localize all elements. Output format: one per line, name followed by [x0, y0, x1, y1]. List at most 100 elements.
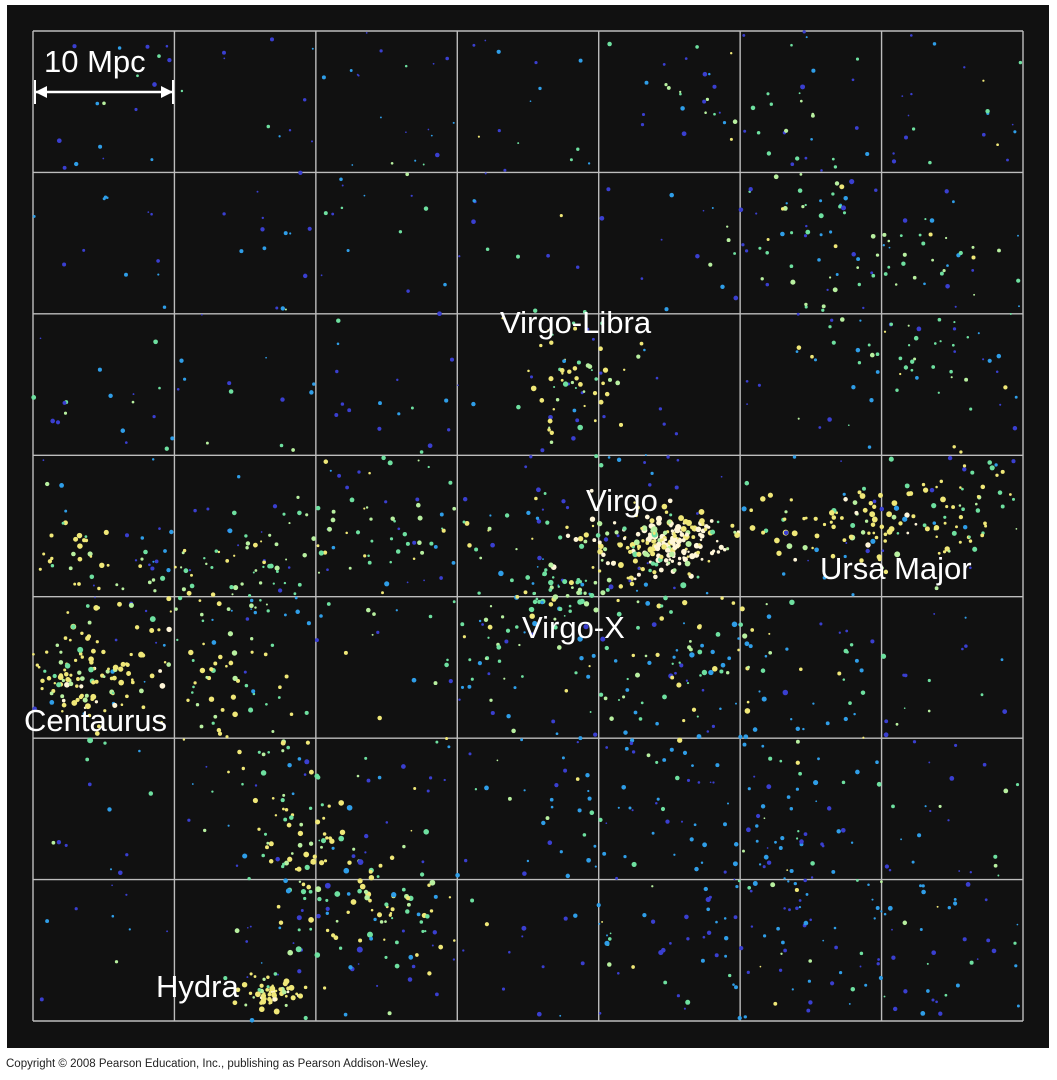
copyright-notice: Copyright © 2008 Pearson Education, Inc.…	[6, 1058, 429, 1070]
galaxy-point	[813, 358, 818, 362]
galaxy-point	[962, 937, 967, 942]
galaxy-point	[163, 549, 167, 553]
galaxy-point	[878, 492, 883, 498]
galaxy-point	[927, 678, 931, 683]
galaxy-point	[944, 993, 948, 997]
galaxy-point	[228, 660, 234, 666]
galaxy-point	[750, 925, 754, 928]
galaxy-point	[444, 398, 449, 403]
galaxy-point	[572, 366, 578, 371]
galaxy-point	[939, 340, 942, 343]
galaxy-point	[524, 465, 528, 469]
galaxy-point	[72, 44, 77, 49]
galaxy-point	[376, 984, 379, 987]
galaxy-point	[331, 933, 336, 938]
galaxy-point	[261, 752, 266, 757]
galaxy-point	[538, 86, 542, 91]
galaxy-point	[297, 510, 302, 516]
galaxy-point	[609, 932, 612, 935]
galaxy-point	[628, 549, 633, 554]
galaxy-point	[862, 507, 868, 513]
galaxy-point	[314, 638, 319, 643]
galaxy-point	[653, 545, 657, 548]
galaxy-point	[292, 942, 295, 945]
galaxy-point	[669, 538, 675, 544]
galaxy-point	[593, 844, 597, 848]
galaxy-point	[132, 393, 135, 396]
scale-bar-left-arrowhead	[35, 86, 47, 98]
galaxy-point	[232, 711, 238, 718]
galaxy-point	[452, 506, 457, 511]
galaxy-point	[297, 842, 303, 848]
galaxy-point	[410, 194, 413, 197]
galaxy-point	[334, 891, 341, 897]
galaxy-point	[651, 831, 655, 835]
galaxy-point	[909, 34, 913, 37]
galaxy-point	[571, 586, 574, 589]
galaxy-point	[471, 219, 476, 225]
galaxy-point	[406, 902, 411, 907]
galaxy-point	[684, 532, 689, 537]
galaxy-point	[534, 61, 538, 65]
galaxy-point	[802, 30, 806, 34]
galaxy-point	[357, 74, 360, 77]
galaxy-point	[586, 674, 591, 679]
galaxy-point	[561, 756, 565, 760]
galaxy-point	[543, 492, 547, 495]
galaxy-point	[45, 650, 49, 654]
galaxy-point	[229, 584, 234, 590]
galaxy-point	[402, 844, 406, 849]
galaxy-point	[308, 917, 314, 923]
galaxy-point	[913, 357, 917, 361]
galaxy-point	[624, 746, 629, 751]
galaxy-point	[254, 606, 257, 609]
galaxy-point	[565, 594, 570, 598]
galaxy-point	[568, 609, 572, 613]
galaxy-point	[644, 80, 649, 85]
galaxy-point	[862, 486, 866, 491]
galaxy-point	[969, 871, 972, 874]
galaxy-point	[445, 736, 449, 741]
galaxy-point	[655, 721, 659, 726]
galaxy-point	[64, 509, 68, 513]
galaxy-point	[924, 526, 930, 532]
galaxy-point	[452, 958, 456, 961]
galaxy-point	[427, 443, 433, 449]
galaxy-point	[323, 859, 328, 863]
galaxy-point	[421, 929, 425, 933]
galaxy-point	[598, 817, 603, 823]
galaxy-point	[198, 599, 202, 602]
galaxy-point	[869, 352, 875, 358]
galaxy-point	[797, 417, 800, 420]
galaxy-point	[980, 484, 986, 490]
galaxy-point	[999, 403, 1002, 406]
galaxy-point	[42, 552, 46, 556]
galaxy-point	[685, 540, 692, 548]
galaxy-point	[643, 348, 646, 352]
galaxy-point	[191, 659, 195, 662]
galaxy-point	[191, 783, 194, 785]
galaxy-point	[682, 599, 688, 606]
galaxy-point	[304, 759, 310, 765]
galaxy-point	[300, 909, 304, 912]
galaxy-point	[278, 685, 282, 690]
galaxy-point	[497, 128, 501, 133]
galaxy-point	[575, 777, 580, 781]
galaxy-point	[84, 693, 89, 698]
galaxy-point	[548, 376, 554, 382]
galaxy-point	[907, 344, 911, 347]
galaxy-point	[316, 775, 321, 780]
galaxy-point	[635, 505, 640, 510]
galaxy-point	[323, 986, 327, 990]
galaxy-point	[574, 386, 577, 390]
galaxy-point	[1018, 305, 1020, 308]
galaxy-point	[664, 510, 669, 514]
galaxy-point	[343, 650, 348, 655]
galaxy-point	[766, 151, 772, 156]
galaxy-point	[599, 371, 603, 375]
galaxy-point	[827, 417, 832, 422]
galaxy-point	[732, 861, 738, 867]
galaxy-point	[109, 868, 113, 871]
galaxy-point	[808, 1000, 813, 1005]
galaxy-point	[59, 483, 64, 488]
